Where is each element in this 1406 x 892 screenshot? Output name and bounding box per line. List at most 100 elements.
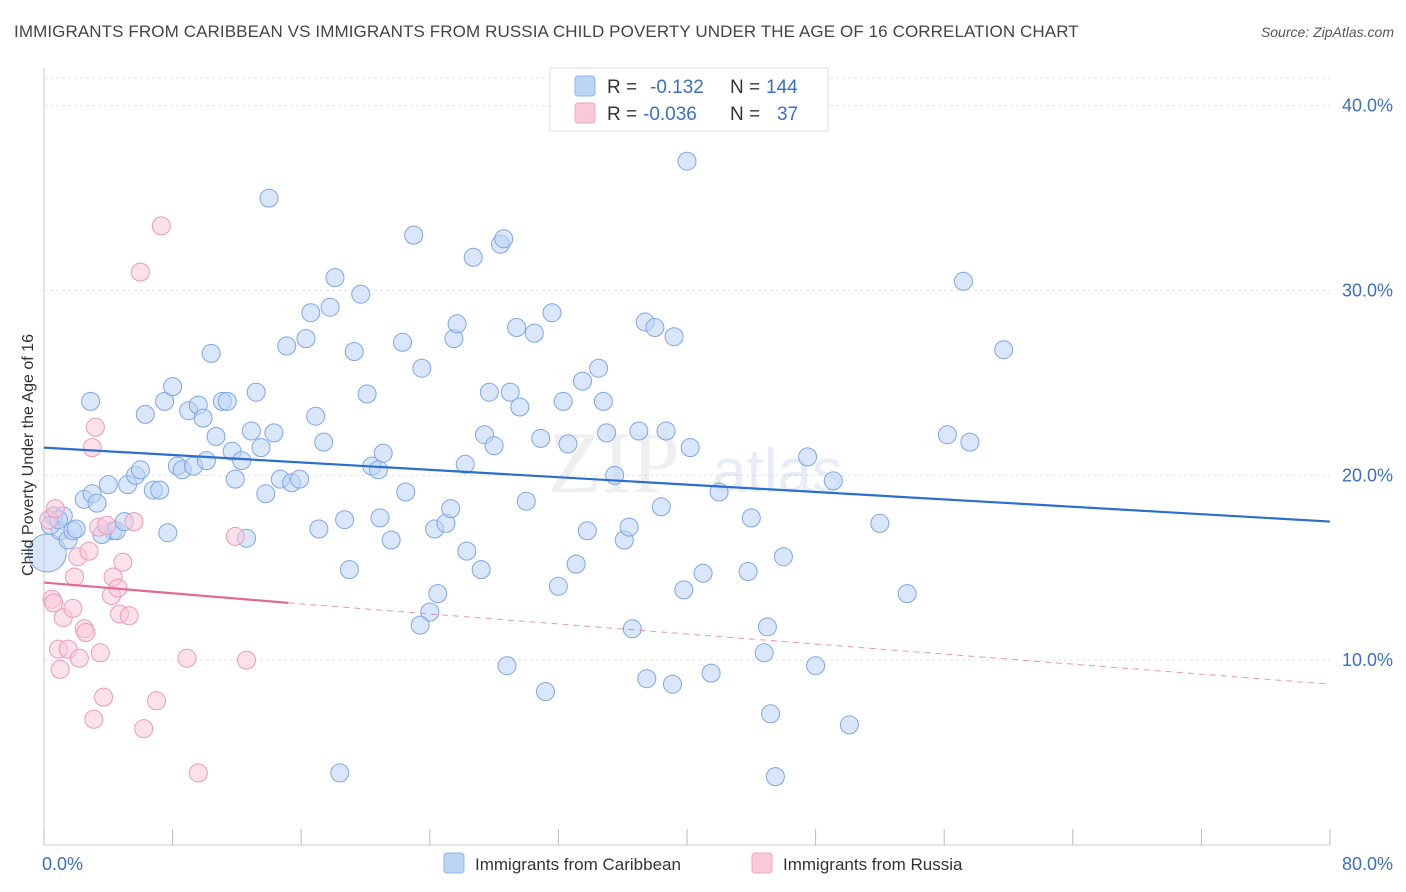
caribbean-point	[773, 547, 793, 567]
y-tick-label-2: 30.0%	[1342, 281, 1393, 301]
stats-n-caribbean: 144	[766, 77, 798, 98]
legend-swatch-caribbean	[443, 852, 465, 874]
caribbean-point	[81, 391, 101, 411]
x-tick-label-0: 0.0%	[42, 854, 83, 874]
caribbean-point	[651, 497, 671, 517]
axes	[43, 68, 1331, 846]
caribbean-point	[566, 554, 586, 574]
caribbean-point	[344, 342, 364, 361]
caribbean-point	[158, 523, 178, 543]
russia-point	[63, 598, 83, 618]
russia-point	[85, 417, 105, 437]
russia-point	[151, 216, 171, 236]
y-tick-labels: 10.0% 20.0% 30.0% 40.0%	[1342, 96, 1393, 670]
russia-point	[113, 552, 133, 572]
russia-point	[94, 687, 113, 707]
caribbean-point	[798, 447, 818, 467]
caribbean-point	[447, 314, 467, 334]
russia-point	[69, 648, 89, 668]
caribbean-point	[573, 371, 592, 391]
trend-line-russia-extrapolated	[288, 602, 1331, 685]
caribbean-point	[259, 188, 279, 208]
caribbean-point	[393, 332, 412, 352]
stats-n-label-caribbean: N =	[730, 77, 760, 98]
series-caribbean	[27, 151, 1014, 787]
russia-point	[119, 606, 139, 626]
caribbean-point	[701, 663, 721, 683]
caribbean-point	[741, 508, 761, 528]
caribbean-point	[368, 460, 388, 480]
watermark-atlas: atlas	[712, 437, 843, 506]
caribbean-point	[870, 513, 890, 533]
caribbean-point	[410, 615, 430, 635]
stats-legend: R = -0.132 N = 144 R = -0.036 N = 37	[549, 67, 829, 132]
caribbean-point	[196, 451, 216, 471]
caribbean-point	[637, 669, 657, 689]
caribbean-point	[680, 438, 700, 458]
caribbean-point	[500, 382, 520, 402]
caribbean-point	[593, 391, 613, 411]
y-tick-label-0: 10.0%	[1342, 650, 1393, 670]
caribbean-point	[404, 225, 424, 245]
watermark: ZIP atlas	[548, 415, 843, 512]
trend-line-caribbean	[43, 446, 1331, 523]
caribbean-point	[497, 656, 517, 676]
caribbean-point	[629, 421, 649, 441]
caribbean-point	[558, 434, 578, 454]
russia-point	[124, 512, 144, 532]
caribbean-point	[542, 303, 562, 323]
caribbean-point	[335, 510, 355, 530]
caribbean-point	[130, 460, 150, 480]
x-tick-label-1: 80.0%	[1342, 854, 1393, 874]
y-tick-label-3: 40.0%	[1342, 96, 1393, 116]
caribbean-point	[225, 469, 245, 489]
caribbean-point	[897, 584, 917, 604]
caribbean-point	[765, 767, 785, 787]
stats-legend-box	[549, 67, 829, 132]
caribbean-point	[206, 427, 226, 446]
caribbean-point	[693, 563, 713, 583]
legend-swatch-russia	[751, 852, 773, 874]
caribbean-point	[839, 715, 859, 735]
caribbean-point	[428, 584, 448, 604]
caribbean-point	[193, 408, 213, 428]
caribbean-point	[381, 530, 401, 550]
russia-point	[82, 438, 102, 458]
caribbean-point	[479, 382, 499, 402]
y-tick-label-1: 20.0%	[1342, 465, 1393, 485]
caribbean-point	[738, 562, 758, 581]
caribbean-point	[290, 469, 310, 489]
caribbean-point	[246, 382, 266, 402]
caribbean-point	[217, 391, 237, 411]
caribbean-point	[994, 340, 1014, 360]
russia-point	[188, 763, 208, 783]
caribbean-point	[663, 674, 682, 694]
caribbean-point	[471, 560, 491, 580]
caribbean-point	[296, 329, 316, 349]
caribbean-point	[516, 491, 536, 511]
russia-point	[50, 659, 70, 679]
caribbean-point	[463, 247, 483, 267]
stats-n-label-russia: N =	[730, 104, 760, 125]
russia-point	[177, 648, 197, 668]
caribbean-point	[656, 421, 676, 441]
caribbean-point	[761, 704, 781, 724]
y-axis-label: Child Poverty Under the Age of 16	[20, 334, 37, 576]
caribbean-point	[536, 682, 555, 702]
caribbean-point	[339, 560, 359, 580]
caribbean-point	[163, 377, 183, 397]
caribbean-point	[264, 423, 284, 443]
caribbean-point	[351, 284, 371, 304]
caribbean-point	[420, 602, 440, 622]
source-label: Source: ZipAtlas.com	[1260, 24, 1394, 40]
russia-point	[76, 623, 96, 642]
series-legend: Immigrants from Caribbean Immigrants fro…	[443, 852, 963, 874]
caribbean-point	[645, 318, 665, 337]
stats-r-label-caribbean: R =	[607, 77, 637, 98]
caribbean-point	[320, 297, 340, 317]
stats-swatch-russia	[574, 102, 596, 124]
stats-r-caribbean: -0.132	[650, 77, 704, 98]
caribbean-point	[531, 428, 551, 448]
caribbean-point	[597, 423, 617, 443]
